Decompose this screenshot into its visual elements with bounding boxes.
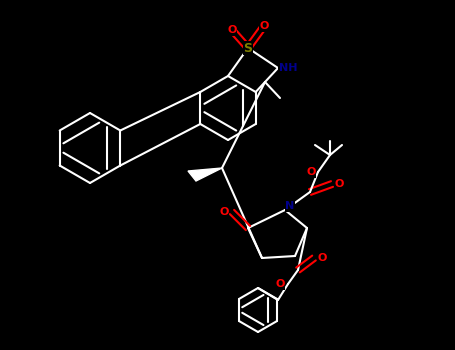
Text: O: O [275, 279, 285, 289]
Polygon shape [188, 168, 222, 181]
Text: O: O [306, 167, 316, 177]
Text: N: N [285, 201, 295, 211]
Text: O: O [219, 207, 229, 217]
Text: S: S [243, 42, 253, 55]
Text: O: O [317, 253, 327, 263]
Text: O: O [259, 21, 269, 31]
Text: O: O [228, 25, 237, 35]
Text: NH: NH [279, 63, 297, 73]
Text: O: O [334, 179, 344, 189]
